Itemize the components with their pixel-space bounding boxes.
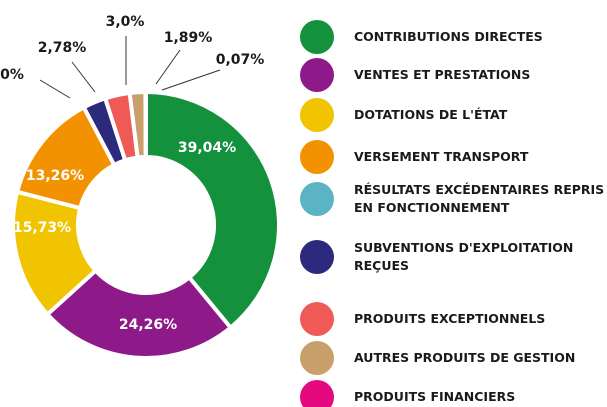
legend-swatch [300,20,334,54]
data-label: 24,26% [119,317,177,333]
donut-segment [143,89,148,160]
legend-swatch [300,140,334,174]
legend-label: PRODUITS FINANCIERS [354,389,516,404]
legend-item: VERSEMENT TRANSPORT [300,140,607,174]
legend-swatch [300,98,334,132]
legend-swatch [300,58,334,92]
data-label: 0% [0,67,24,83]
donut-segment [144,89,281,331]
legend-label: VERSEMENT TRANSPORT [354,149,529,164]
legend-item: RÉSULTATS EXCÉDENTAIRES REPRIS EN FONCTI… [300,182,607,216]
legend-label: AUTRES PRODUITS DE GESTION [354,350,576,365]
donut-segment [44,267,234,360]
leader-line [161,69,221,91]
data-label: 1,89% [164,30,213,46]
legend-label: CONTRIBUTIONS DIRECTES [354,29,543,44]
legend-item: CONTRIBUTIONS DIRECTES [300,20,607,54]
legend-swatch [300,380,334,407]
legend-label: SUBVENTIONS D'EXPLOITATION REÇUES [354,240,574,273]
leader-line [155,49,181,85]
legend-swatch [300,182,334,216]
data-label: 0,07% [216,52,265,68]
leader-line [39,79,71,99]
data-label: 15,73% [13,220,71,236]
legend-item: PRODUITS EXCEPTIONNELS [300,302,607,336]
data-label: 13,26% [26,168,84,184]
legend-label: VENTES ET PRESTATIONS [354,67,531,82]
data-label: 3,0% [106,14,145,30]
data-label: 2,78% [38,40,87,56]
legend-swatch [300,302,334,336]
legend-item: AUTRES PRODUITS DE GESTION [300,341,607,375]
legend-item: DOTATIONS DE L'ÉTAT [300,98,607,132]
legend-item: SUBVENTIONS D'EXPLOITATION REÇUES [300,240,607,274]
legend-item: VENTES ET PRESTATIONS [300,58,607,92]
legend-label: RÉSULTATS EXCÉDENTAIRES REPRIS EN FONCTI… [354,182,605,215]
legend-label: DOTATIONS DE L'ÉTAT [354,107,508,122]
legend-item: PRODUITS FINANCIERS [300,380,607,407]
legend-swatch [300,341,334,375]
legend-label: PRODUITS EXCEPTIONNELS [354,311,546,326]
leader-line [71,61,96,93]
legend-swatch [300,240,334,274]
data-label: 39,04% [178,140,236,156]
